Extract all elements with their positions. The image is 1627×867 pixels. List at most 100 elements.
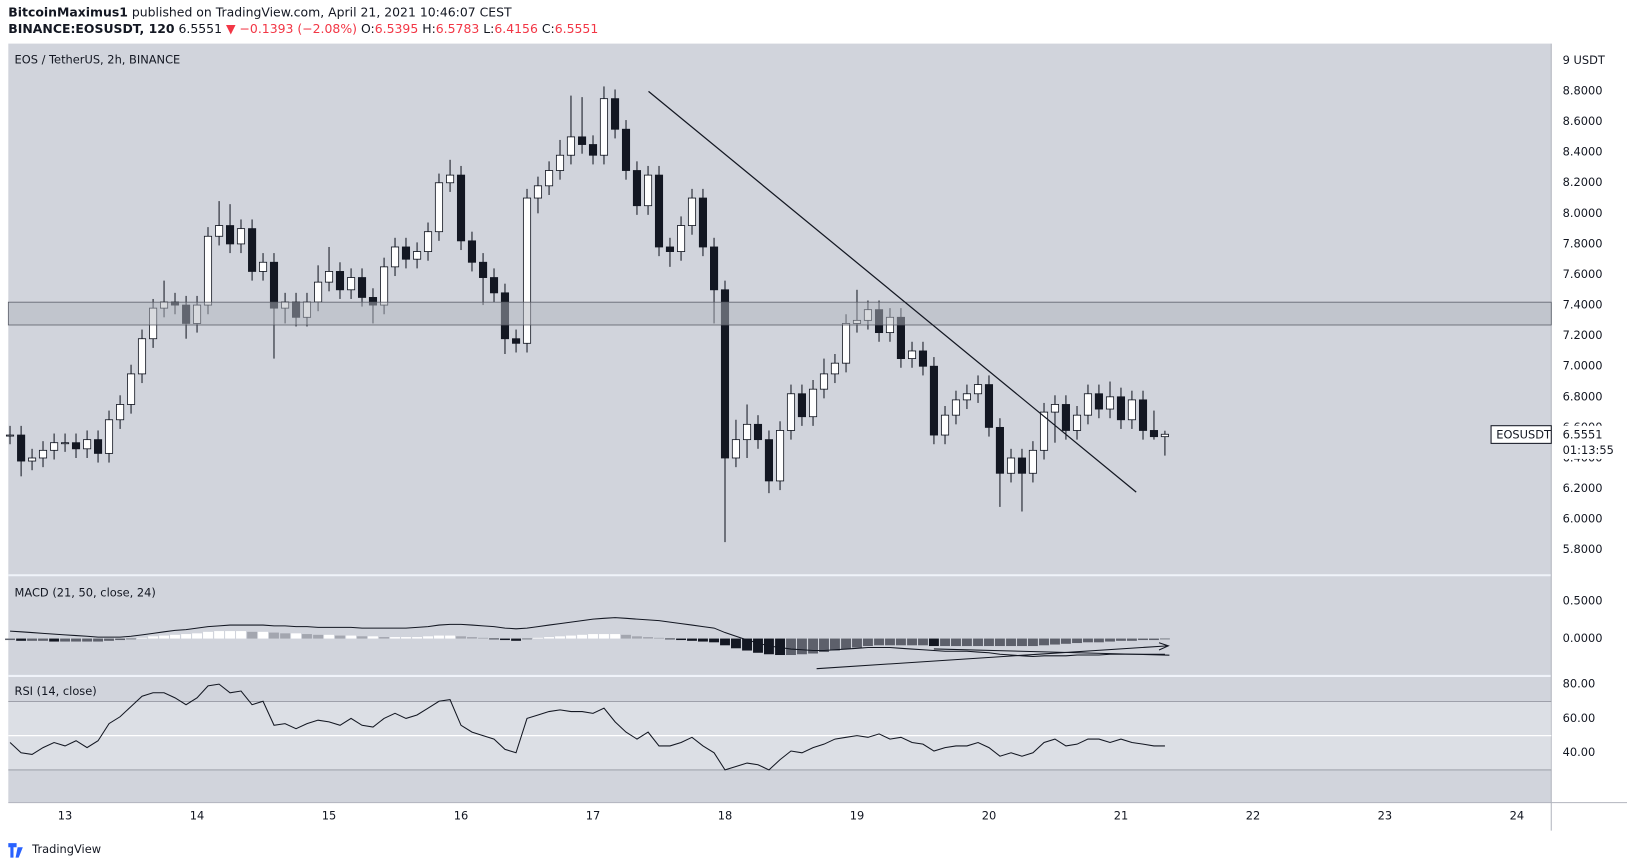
candle-body [644, 174, 653, 207]
macd-histogram-bar [1159, 638, 1170, 640]
macd-histogram-bar [93, 638, 104, 642]
macd-histogram-bar [38, 638, 48, 641]
macd-histogram-bar [49, 638, 60, 642]
candle-body [808, 388, 818, 418]
brand-logo [8, 843, 23, 858]
y-tick-label: 60.00 [1563, 711, 1596, 725]
y-tick-label: 7.4000 [1563, 298, 1603, 312]
macd-histogram-bar [236, 631, 246, 639]
macd-histogram-bar [5, 638, 15, 641]
y-tick-label: 8.4000 [1563, 145, 1603, 159]
macd-histogram-bar [357, 636, 367, 639]
macd-histogram-bar [775, 638, 785, 656]
macd-histogram-bar [566, 635, 576, 639]
ticker-label: EOSUSDT [1496, 428, 1551, 442]
candle-body [731, 439, 741, 459]
macd-histogram-bar [192, 633, 202, 639]
candle-body [533, 185, 543, 199]
macd-histogram-bar [643, 637, 654, 639]
candle-body [61, 442, 70, 445]
candle-body [401, 246, 411, 260]
candle-body [907, 350, 917, 360]
macd-histogram-bar [742, 638, 752, 651]
x-tick-label: 21 [1114, 809, 1129, 823]
macd-histogram-bar [203, 631, 213, 639]
candle-body [962, 393, 971, 401]
macd-histogram-bar [588, 634, 598, 639]
macd-histogram-bar [533, 637, 543, 639]
candle-body [347, 277, 356, 291]
macd-histogram-bar [829, 638, 840, 651]
macd-histogram-bar [1138, 638, 1148, 641]
macd-histogram-bar [676, 638, 686, 641]
divergence-line [933, 648, 1170, 656]
candle-body [479, 261, 488, 278]
candle-body [929, 365, 938, 436]
candle-body [236, 228, 246, 245]
divergence-line [816, 645, 1168, 670]
macd-histogram-bar [786, 638, 796, 656]
macd-histogram-bar [1126, 638, 1137, 641]
macd-histogram-bar [291, 633, 301, 639]
arrow-head [1158, 642, 1170, 651]
y-tick-label: 0.0000 [1563, 631, 1603, 645]
macd-histogram-bar [961, 638, 972, 647]
candle-body [357, 277, 367, 298]
macd-histogram-bar [511, 638, 522, 641]
macd-histogram-bar [137, 637, 147, 639]
candle-body [314, 281, 323, 303]
candle-body [951, 399, 961, 416]
candle-body [5, 434, 15, 437]
candle-body [599, 98, 609, 156]
macd-histogram-bar [445, 635, 456, 639]
y-tick-label: 6.8000 [1563, 389, 1603, 403]
candle-body [588, 144, 598, 156]
macd-line [10, 617, 1165, 658]
candle-body [390, 246, 400, 268]
macd-histogram-bar [797, 638, 807, 655]
candle-body [512, 338, 521, 344]
macd-histogram-bar [269, 632, 279, 639]
candle-body [830, 362, 839, 375]
macd-histogram-bar [874, 638, 884, 646]
macd-histogram-bar [907, 638, 917, 646]
macd-histogram-bar [1149, 638, 1159, 641]
candle-body [467, 240, 477, 263]
macd-histogram-bar [478, 637, 489, 639]
candle-body [1138, 399, 1148, 431]
candle-body [94, 439, 103, 454]
macd-histogram-bar [324, 634, 334, 639]
macd-histogram-bar [500, 638, 510, 641]
candle-body [225, 225, 235, 245]
candle-body [687, 197, 697, 226]
candle-body [50, 442, 59, 451]
candle-body [1072, 414, 1082, 431]
last-price: 6.5551 [179, 21, 223, 36]
y-tick-label: 7.8000 [1563, 236, 1603, 250]
y-tick-label: 8.8000 [1563, 84, 1603, 98]
macd-histogram-bar [1027, 638, 1038, 647]
ohlc-label: O: [361, 21, 375, 36]
macd-histogram-bar [71, 638, 81, 642]
x-tick-label: 23 [1378, 809, 1393, 823]
macd-histogram-bar [16, 638, 27, 641]
candle-body [775, 430, 785, 482]
price-axis-background [1551, 43, 1627, 803]
macd-histogram-bar [928, 638, 939, 647]
candle-body [984, 384, 994, 428]
candle-body [127, 373, 136, 405]
candle-body [753, 423, 763, 441]
candle-body [434, 182, 444, 233]
brand-name: TradingView [31, 842, 101, 856]
macd-histogram-bar [885, 638, 895, 646]
ohlc-label: L: [483, 21, 494, 36]
y-tick-label: 9 USDT [1563, 53, 1605, 67]
candle-body [545, 170, 554, 187]
brand: TradingView [8, 842, 101, 858]
macd-histogram-bar [434, 635, 444, 639]
macd-histogram-bar [346, 635, 357, 639]
macd-histogram-bar [1072, 638, 1082, 644]
macd-histogram-bar [918, 638, 928, 646]
macd-histogram-bar [720, 638, 730, 646]
candle-body [742, 423, 752, 441]
